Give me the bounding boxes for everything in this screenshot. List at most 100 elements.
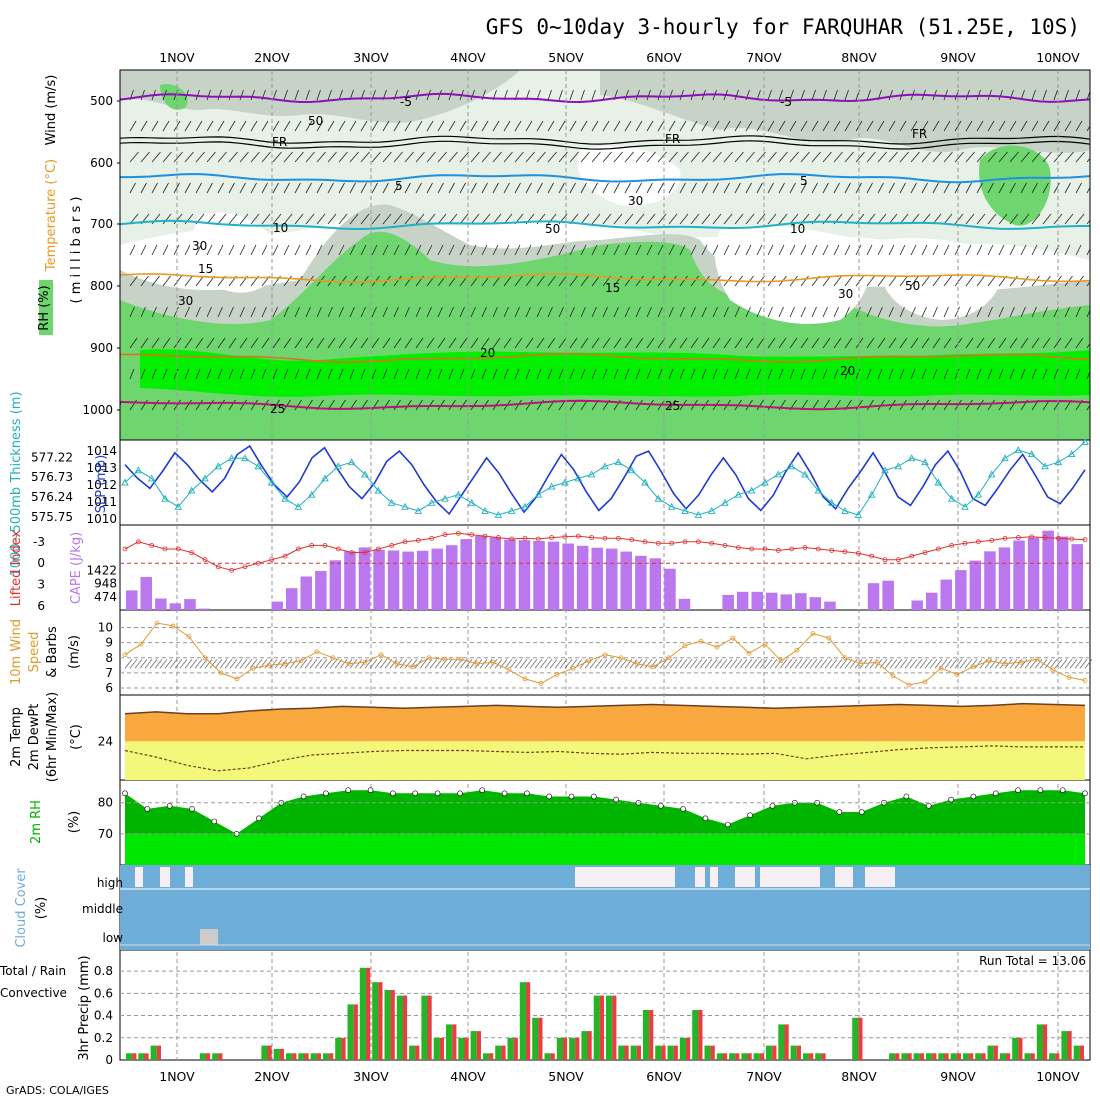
- wind-barb: [371, 120, 379, 132]
- cape-bar: [780, 594, 792, 610]
- wind-barb: [987, 244, 994, 256]
- precip-bar-convective: [636, 1045, 641, 1060]
- wind10-barb: [939, 659, 948, 669]
- wind-barb: [657, 275, 666, 287]
- wind-barb: [778, 120, 786, 132]
- wind10-barb: [914, 659, 923, 669]
- run-total: Run Total = 13.06: [979, 954, 1086, 968]
- wind-barb: [624, 89, 629, 101]
- wind-barb: [1064, 244, 1071, 256]
- wind-barb: [811, 182, 818, 194]
- rh2m-point: [211, 818, 218, 825]
- wind-barb: [492, 337, 501, 349]
- slp-tick: 1014: [86, 444, 117, 458]
- wind-barb: [437, 151, 447, 163]
- precip-bar-convective: [575, 1037, 580, 1060]
- cape-bar: [984, 551, 996, 610]
- precip-bar-total: [372, 982, 379, 1060]
- wind-barb: [1020, 151, 1030, 163]
- wind-barb: [426, 244, 433, 256]
- precip-bar-convective: [735, 1053, 740, 1060]
- wind10-barb: [924, 659, 933, 669]
- wind-barb: [899, 306, 905, 318]
- wind-barb: [679, 182, 686, 194]
- wind-barb: [954, 213, 964, 225]
- wind10-barb: [289, 659, 298, 669]
- wind-barb: [1042, 120, 1050, 132]
- wind-barb: [921, 306, 927, 318]
- wind10-barb: [219, 659, 228, 669]
- wind-barb: [844, 337, 853, 349]
- wind-barb: [360, 151, 370, 163]
- wind-barb: [338, 151, 348, 163]
- wind-barb: [250, 151, 260, 163]
- precip-bar-convective: [698, 1010, 703, 1060]
- wind-barb: [547, 120, 555, 132]
- wind-barb: [635, 306, 641, 318]
- wind10-barb: [429, 659, 438, 669]
- wind-barb: [954, 368, 960, 380]
- wind-barb: [371, 368, 377, 380]
- wind-barb: [899, 244, 906, 256]
- precip-bar-convective: [1067, 1031, 1072, 1060]
- wind10-barb: [154, 659, 163, 669]
- wind10-barb: [129, 659, 138, 669]
- wind10-barb: [789, 659, 798, 669]
- wind-barb: [778, 182, 785, 194]
- contour-label: 20: [480, 346, 495, 360]
- wind10-barb: [419, 659, 428, 669]
- rh2m-point: [367, 787, 374, 794]
- wind-barb: [360, 275, 369, 287]
- precip-bar-total: [359, 967, 366, 1060]
- wind-barb: [833, 120, 841, 132]
- wind-barb: [283, 89, 288, 101]
- wind-barb: [954, 275, 963, 287]
- wind10-barb: [704, 659, 713, 669]
- cape-bar: [460, 539, 472, 610]
- thickness-point: [481, 506, 489, 514]
- wind-barb: [1031, 337, 1040, 349]
- pressure-tick: 1000: [82, 403, 113, 417]
- wind-barb: [250, 306, 256, 318]
- precip-bar-total: [273, 1048, 280, 1060]
- wind-barb: [536, 182, 543, 194]
- cape-bar: [547, 541, 560, 610]
- wind10-barb: [729, 659, 738, 669]
- wind-barb: [217, 368, 223, 380]
- wind-barb: [800, 306, 806, 318]
- wind10-point: [682, 643, 688, 649]
- wind-barb: [437, 120, 445, 132]
- wind-barb: [1009, 368, 1015, 380]
- wind10-barb: [779, 659, 788, 669]
- wind-barb: [877, 337, 886, 349]
- wind-barb: [514, 244, 521, 256]
- cape-bar: [882, 580, 894, 610]
- wind10-barb: [889, 659, 898, 669]
- wind-barb: [1009, 151, 1019, 163]
- cape-bar: [911, 600, 923, 610]
- contour-label: FR: [272, 135, 287, 149]
- rh2m-point: [479, 787, 486, 794]
- wind10-barb: [144, 659, 153, 669]
- wind-barb: [899, 182, 906, 194]
- wind-barb: [965, 182, 972, 194]
- thickness-point: [161, 494, 169, 502]
- cape-bar: [562, 543, 574, 610]
- temp2m-line: [124, 702, 1086, 715]
- wind-barb: [261, 368, 267, 380]
- wind10-barb: [204, 659, 213, 669]
- wind-barb: [558, 368, 564, 380]
- precip-bar-convective: [390, 990, 395, 1060]
- wind-barb: [393, 368, 399, 380]
- ylabel-wind10-1: 10m Wind: [9, 619, 24, 685]
- wind-barb: [1031, 275, 1040, 287]
- wind10-barb: [544, 659, 553, 669]
- wind-barb: [536, 244, 543, 256]
- wind-barb: [404, 151, 414, 163]
- wind-barb: [712, 275, 721, 287]
- date-label-top: 8NOV: [841, 50, 877, 65]
- wind-barb: [184, 306, 190, 318]
- wind-barb: [470, 120, 478, 132]
- precip-bar-total: [667, 1045, 674, 1060]
